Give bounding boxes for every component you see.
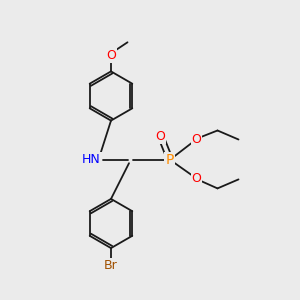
Text: O: O bbox=[106, 49, 116, 62]
Text: O: O bbox=[192, 133, 201, 146]
Text: HN: HN bbox=[82, 153, 101, 166]
Text: Br: Br bbox=[104, 259, 118, 272]
Text: P: P bbox=[165, 153, 174, 166]
Text: O: O bbox=[156, 130, 165, 143]
Text: O: O bbox=[192, 172, 201, 185]
